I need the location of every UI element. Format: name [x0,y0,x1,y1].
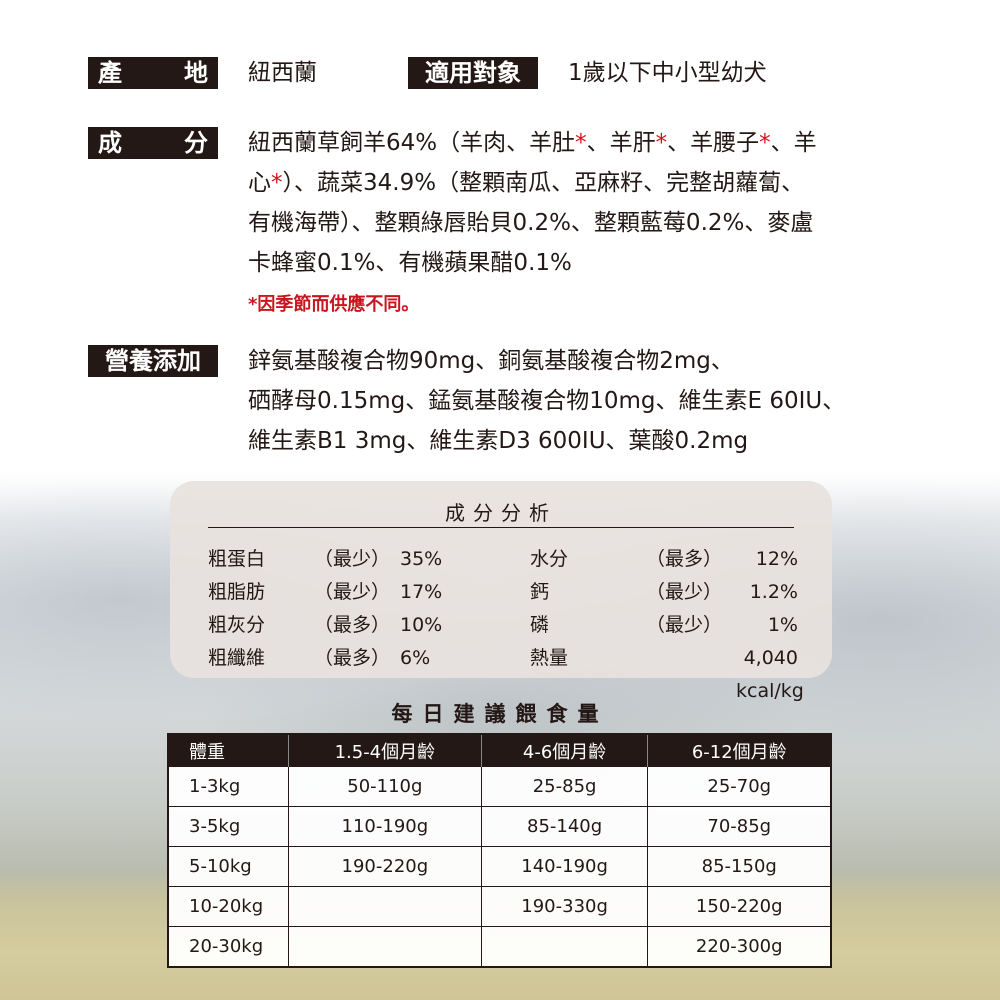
analysis-cell: 鈣 [530,581,550,603]
table-cell [288,886,482,927]
ingredient-text: 有機海帶）、整顆綠唇貽貝0.2%、整顆藍莓0.2%、麥盧 [248,210,814,236]
ingredient-line: 心*）、蔬菜34.9%（整顆南瓜、亞麻籽、完整胡蘿蔔、 [248,163,928,203]
column-header: 6-12個月齡 [647,734,831,767]
feeding-title: 每日建議餵食量 [391,702,609,726]
analysis-cell: 磷 [530,614,550,636]
table-cell: 220-300g [647,926,832,968]
column-header: 4-6個月齡 [480,734,648,767]
label-char: 分 [184,129,208,157]
table-cell [288,926,482,968]
label-char: 成 [98,129,122,157]
target-label: 適用對象 [408,57,538,89]
table-cell: 110-190g [288,806,482,847]
table-row: 3-5kg 110-190g 85-140g 70-85g [167,806,832,847]
table-cell [480,926,649,968]
table-cell: 5-10kg [167,846,289,887]
ingredients-row: 成分 紐西蘭草飼羊64%（羊肉、羊肚*、羊肝*、羊腰子*、羊 心*）、蔬菜34.9… [88,127,928,325]
analysis-row: 粗纖維 （最多） 6% 熱量 4,040 kcal/kg [208,642,804,702]
supplements-text: 鋅氨基酸複合物90mg、銅氨基酸複合物2mg、 硒酵母0.15mg、錳氨基酸複合… [248,341,928,461]
table-cell: 85-150g [647,846,832,887]
table-cell: 25-70g [647,766,832,807]
table-cell: 3-5kg [167,806,289,847]
table-cell: 25-85g [480,766,649,807]
table-row: 1-3kg 50-110g 25-85g 25-70g [167,766,832,807]
supplement-line: 硒酵母0.15mg、錳氨基酸複合物10mg、維生素E 60IU、 [248,388,846,414]
analysis-cell: （最多） [314,647,391,669]
ingredients-label: 成分 [88,127,218,159]
analysis-title: 成分分析 [445,501,557,525]
analysis-cell: 粗纖維 [208,647,266,669]
ingredient-line: 紐西蘭草飼羊64%（羊肉、羊肚*、羊肝*、羊腰子*、羊 [248,123,928,163]
supplements-row: 營養添加 鋅氨基酸複合物90mg、銅氨基酸複合物2mg、 硒酵母0.15mg、錳… [88,345,928,461]
table-cell: 10-20kg [167,886,289,927]
origin-row: 產地 紐西蘭 適用對象 1歲以下中小型幼犬 [88,57,868,93]
origin-label: 產地 [88,57,218,89]
asterisk-mark: * [759,130,771,156]
analysis-cell: （最多） [646,548,723,570]
ingredient-text: 卡蜂蜜0.1%、有機蘋果醋0.1% [248,250,572,276]
analysis-cell: （最少） [314,548,391,570]
ingredient-text: 、羊 [770,130,817,156]
column-header: 體重 [167,734,289,767]
analysis-cell: 粗灰分 [208,614,266,636]
ingredient-text: 、羊腰子 [667,130,760,156]
divider [208,527,794,528]
analysis-cell: （最多） [314,614,391,636]
season-note: *因季節而供應不同。 [248,294,420,315]
table-cell: 140-190g [480,846,649,887]
asterisk-mark: * [271,170,283,196]
analysis-cell: 4,040 kcal/kg [736,647,804,702]
ingredient-text: 紐西蘭草飼羊64%（羊肉、羊肚 [248,130,576,156]
supplements-label: 營養添加 [88,345,218,377]
analysis-cell: 6% [400,647,431,669]
table-cell: 20-30kg [167,926,289,968]
analysis-cell: 水分 [530,548,569,570]
feeding-table: 體重 1.5-4個月齡 4-6個月齡 6-12個月齡 1-3kg 50-110g 25-8… [167,733,832,968]
analysis-cell: （最少） [646,614,723,636]
analysis-row: 粗灰分 （最多） 10% 磷 （最少） 1% [208,609,798,642]
analysis-panel: 成分分析 粗蛋白 （最少） 35% 水分 （最多） 12% 粗脂肪 （最少） 17% 鈣 （最少） 1… [170,481,832,702]
analysis-cell: （最少） [646,581,723,603]
table-cell: 150-220g [647,886,832,927]
asterisk-mark: * [575,130,587,156]
asterisk-mark: * [655,130,668,156]
table-row: 10-20kg 190-330g 150-220g [167,886,832,927]
ingredient-text: 心 [248,170,271,196]
table-row: 20-30kg 220-300g [167,926,832,968]
table-cell: 50-110g [288,766,482,807]
label-char: 地 [184,59,208,87]
supplement-line: 鋅氨基酸複合物90mg、銅氨基酸複合物2mg、 [248,348,734,374]
analysis-cell: 10% [400,614,443,636]
analysis-cell: 粗蛋白 [208,548,266,570]
analysis-grid: 粗蛋白 （最少） 35% 水分 （最多） 12% 粗脂肪 （最少） 17% 鈣 （最少） 1.2% 粗灰… [208,543,804,702]
supplement-line: 維生素B1 3mg、維生素D3 600IU、葉酸0.2mg [248,428,749,454]
analysis-cell: 17% [400,581,443,603]
analysis-cell: 12% [755,548,798,570]
analysis-cell [646,642,736,675]
column-header: 1.5-4個月齡 [288,734,482,767]
ingredients-text: 紐西蘭草飼羊64%（羊肉、羊肚*、羊肝*、羊腰子*、羊 心*）、蔬菜34.9%（整… [248,123,928,325]
analysis-row: 粗蛋白 （最少） 35% 水分 （最多） 12% [208,543,798,576]
table-cell: 190-330g [480,886,649,927]
analysis-cell: 粗脂肪 [208,581,266,603]
analysis-cell: 1% [767,614,798,636]
ingredient-line: 有機海帶）、整顆綠唇貽貝0.2%、整顆藍莓0.2%、麥盧 [248,203,928,243]
ingredient-text: ）、蔬菜34.9%（整顆南瓜、亞麻籽、完整胡蘿蔔、 [282,170,805,196]
analysis-row: 粗脂肪 （最少） 17% 鈣 （最少） 1.2% [208,576,798,609]
table-cell: 85-140g [480,806,649,847]
label-char: 產 [98,59,122,87]
analysis-cell: 熱量 [530,647,569,669]
target-value: 1歲以下中小型幼犬 [568,60,767,86]
table-cell: 190-220g [288,846,482,887]
analysis-cell: 35% [400,548,443,570]
analysis-cell: （最少） [314,581,391,603]
table-cell: 70-85g [647,806,832,847]
ingredient-line: 卡蜂蜜0.1%、有機蘋果醋0.1% [248,243,928,283]
table-row: 5-10kg 190-220g 140-190g 85-150g [167,846,832,887]
table-cell: 1-3kg [167,766,289,807]
ingredient-text: 、羊肝 [586,130,656,156]
origin-value: 紐西蘭 [248,60,317,86]
analysis-cell: 1.2% [749,581,798,603]
